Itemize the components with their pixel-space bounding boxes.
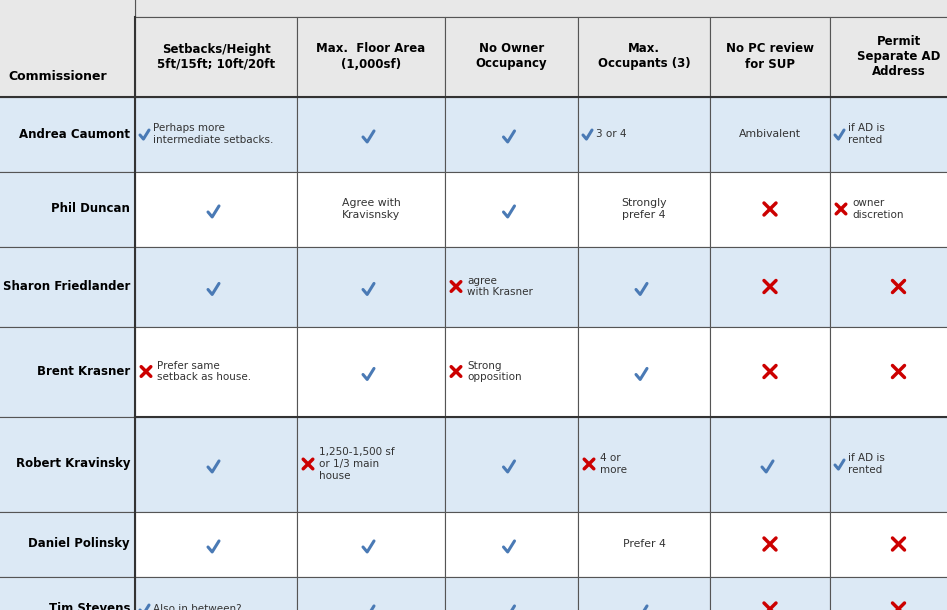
Bar <box>297 16 445 96</box>
Bar <box>297 171 445 246</box>
Bar <box>578 512 710 576</box>
Text: Prefer 4: Prefer 4 <box>622 539 666 549</box>
Bar <box>297 512 445 576</box>
Bar <box>297 246 445 326</box>
Text: Sharon Friedlander: Sharon Friedlander <box>3 280 130 293</box>
Bar <box>710 246 830 326</box>
Text: Max.
Occupants (3): Max. Occupants (3) <box>598 43 690 71</box>
Bar <box>0 246 135 326</box>
Bar <box>135 246 297 326</box>
Bar <box>830 326 947 417</box>
Bar <box>0 0 135 16</box>
Text: Commissioner: Commissioner <box>9 70 107 83</box>
Bar <box>830 512 947 576</box>
Text: 3 or 4: 3 or 4 <box>596 129 627 139</box>
Bar <box>710 171 830 246</box>
Bar <box>830 16 947 96</box>
Bar <box>445 16 578 96</box>
Text: Tim Stevens: Tim Stevens <box>48 603 130 610</box>
Text: Permit
Separate AD
Address: Permit Separate AD Address <box>857 35 940 78</box>
Bar <box>830 96 947 171</box>
Bar <box>710 576 830 610</box>
Bar <box>710 417 830 512</box>
Text: Daniel Polinsky: Daniel Polinsky <box>28 537 130 550</box>
Bar <box>297 417 445 512</box>
Bar <box>578 417 710 512</box>
Text: Prefer same
setback as house.: Prefer same setback as house. <box>157 361 251 382</box>
Bar <box>710 96 830 171</box>
Text: Ambivalent: Ambivalent <box>739 129 801 139</box>
Text: Strong
opposition: Strong opposition <box>467 361 522 382</box>
Text: Also in between?: Also in between? <box>153 604 241 610</box>
Bar <box>830 576 947 610</box>
Text: Max.  Floor Area
(1,000sf): Max. Floor Area (1,000sf) <box>316 43 425 71</box>
Text: Brent Krasner: Brent Krasner <box>37 365 130 378</box>
Bar <box>578 576 710 610</box>
Text: Phil Duncan: Phil Duncan <box>51 203 130 215</box>
Bar <box>0 576 135 610</box>
Bar <box>578 96 710 171</box>
Bar <box>830 171 947 246</box>
Bar <box>135 96 297 171</box>
Bar <box>710 512 830 576</box>
Bar <box>135 417 297 512</box>
Text: Robert Kravinsky: Robert Kravinsky <box>15 458 130 470</box>
Bar <box>578 16 710 96</box>
Bar <box>445 96 578 171</box>
Bar <box>445 326 578 417</box>
Bar <box>710 16 830 96</box>
Bar <box>830 246 947 326</box>
Text: Setbacks/Height
5ft/15ft; 10ft/20ft: Setbacks/Height 5ft/15ft; 10ft/20ft <box>157 43 275 71</box>
Bar <box>0 512 135 576</box>
Text: if AD is
rented: if AD is rented <box>848 453 884 475</box>
Bar <box>0 0 135 96</box>
Bar <box>0 171 135 246</box>
Bar <box>445 417 578 512</box>
Text: No PC review
for SUP: No PC review for SUP <box>726 43 814 71</box>
Bar <box>135 171 297 246</box>
Bar <box>445 512 578 576</box>
Text: 4 or
more: 4 or more <box>600 453 627 475</box>
Bar <box>445 246 578 326</box>
Text: 1,250-1,500 sf
or 1/3 main
house: 1,250-1,500 sf or 1/3 main house <box>319 447 395 481</box>
Bar <box>445 171 578 246</box>
Bar <box>297 576 445 610</box>
Bar <box>297 326 445 417</box>
Bar <box>135 0 947 16</box>
Text: STAFF PROPOSALS: STAFF PROPOSALS <box>456 0 646 1</box>
Bar <box>0 326 135 417</box>
Text: Agree with
Kravisnsky: Agree with Kravisnsky <box>342 198 401 220</box>
Text: Strongly
prefer 4: Strongly prefer 4 <box>621 198 667 220</box>
Text: owner
discretion: owner discretion <box>852 198 903 220</box>
Bar <box>135 576 297 610</box>
Text: Andrea Caumont: Andrea Caumont <box>19 127 130 140</box>
Bar <box>710 326 830 417</box>
Bar <box>445 576 578 610</box>
Bar <box>0 417 135 512</box>
Text: agree
with Krasner: agree with Krasner <box>467 276 533 297</box>
Text: No Owner
Occupancy: No Owner Occupancy <box>475 43 547 71</box>
Bar <box>578 171 710 246</box>
Bar <box>297 96 445 171</box>
Bar <box>578 246 710 326</box>
Text: Perhaps more
intermediate setbacks.: Perhaps more intermediate setbacks. <box>153 123 274 145</box>
Bar <box>830 417 947 512</box>
Text: if AD is
rented: if AD is rented <box>848 123 884 145</box>
Bar <box>578 326 710 417</box>
Bar <box>135 326 297 417</box>
Bar <box>135 512 297 576</box>
Bar <box>0 96 135 171</box>
Bar <box>135 16 297 96</box>
